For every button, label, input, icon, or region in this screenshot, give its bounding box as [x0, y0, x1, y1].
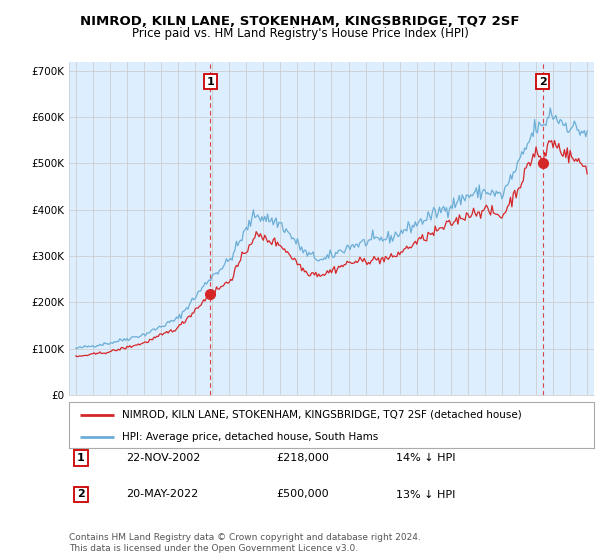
Text: Price paid vs. HM Land Registry's House Price Index (HPI): Price paid vs. HM Land Registry's House …	[131, 27, 469, 40]
Text: 2: 2	[539, 77, 547, 87]
Text: 1: 1	[77, 453, 85, 463]
Text: 20-MAY-2022: 20-MAY-2022	[126, 489, 198, 500]
Text: Contains HM Land Registry data © Crown copyright and database right 2024.
This d: Contains HM Land Registry data © Crown c…	[69, 533, 421, 553]
Text: £500,000: £500,000	[276, 489, 329, 500]
Text: 2: 2	[77, 489, 85, 500]
Text: £218,000: £218,000	[276, 453, 329, 463]
Text: NIMROD, KILN LANE, STOKENHAM, KINGSBRIDGE, TQ7 2SF (detached house): NIMROD, KILN LANE, STOKENHAM, KINGSBRIDG…	[121, 410, 521, 420]
Text: NIMROD, KILN LANE, STOKENHAM, KINGSBRIDGE, TQ7 2SF: NIMROD, KILN LANE, STOKENHAM, KINGSBRIDG…	[80, 15, 520, 28]
Text: 22-NOV-2002: 22-NOV-2002	[126, 453, 200, 463]
Text: 13% ↓ HPI: 13% ↓ HPI	[396, 489, 455, 500]
Text: HPI: Average price, detached house, South Hams: HPI: Average price, detached house, Sout…	[121, 432, 378, 442]
Text: 14% ↓ HPI: 14% ↓ HPI	[396, 453, 455, 463]
Text: 1: 1	[206, 77, 214, 87]
